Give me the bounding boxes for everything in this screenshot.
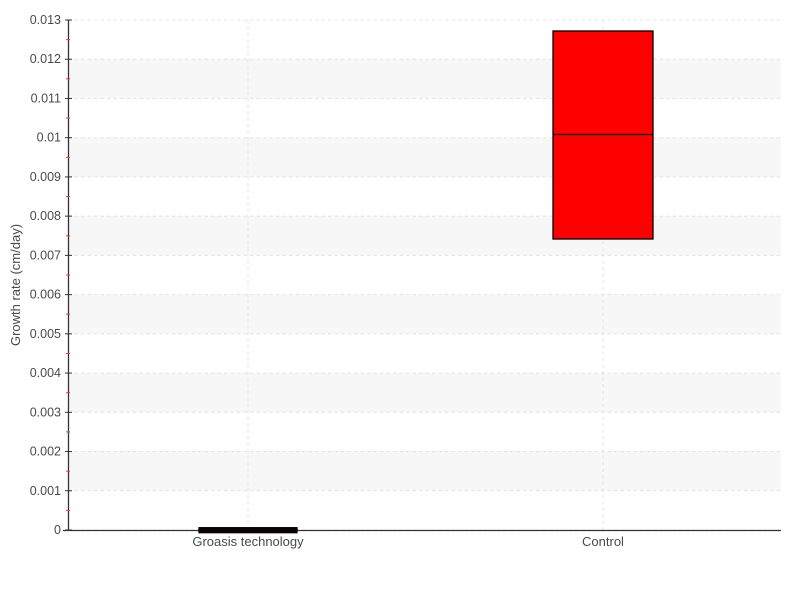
svg-text:0.012: 0.012 (30, 52, 61, 66)
svg-text:Growth rate (cm/day): Growth rate (cm/day) (8, 224, 23, 346)
svg-text:0.01: 0.01 (37, 131, 61, 145)
svg-text:0.011: 0.011 (31, 91, 61, 105)
svg-text:Groasis technology: Groasis technology (192, 534, 304, 549)
svg-text:0.013: 0.013 (30, 13, 61, 27)
svg-text:0.008: 0.008 (30, 209, 61, 223)
svg-text:0.004: 0.004 (30, 366, 61, 380)
svg-text:0.001: 0.001 (30, 484, 61, 498)
svg-text:0: 0 (54, 523, 61, 537)
svg-text:0.005: 0.005 (30, 327, 61, 341)
svg-text:0.007: 0.007 (30, 248, 61, 262)
svg-text:0.003: 0.003 (30, 405, 61, 419)
svg-text:Control: Control (582, 534, 624, 549)
svg-text:0.002: 0.002 (30, 445, 61, 459)
svg-text:0.006: 0.006 (30, 288, 61, 302)
svg-text:0.009: 0.009 (30, 170, 61, 184)
